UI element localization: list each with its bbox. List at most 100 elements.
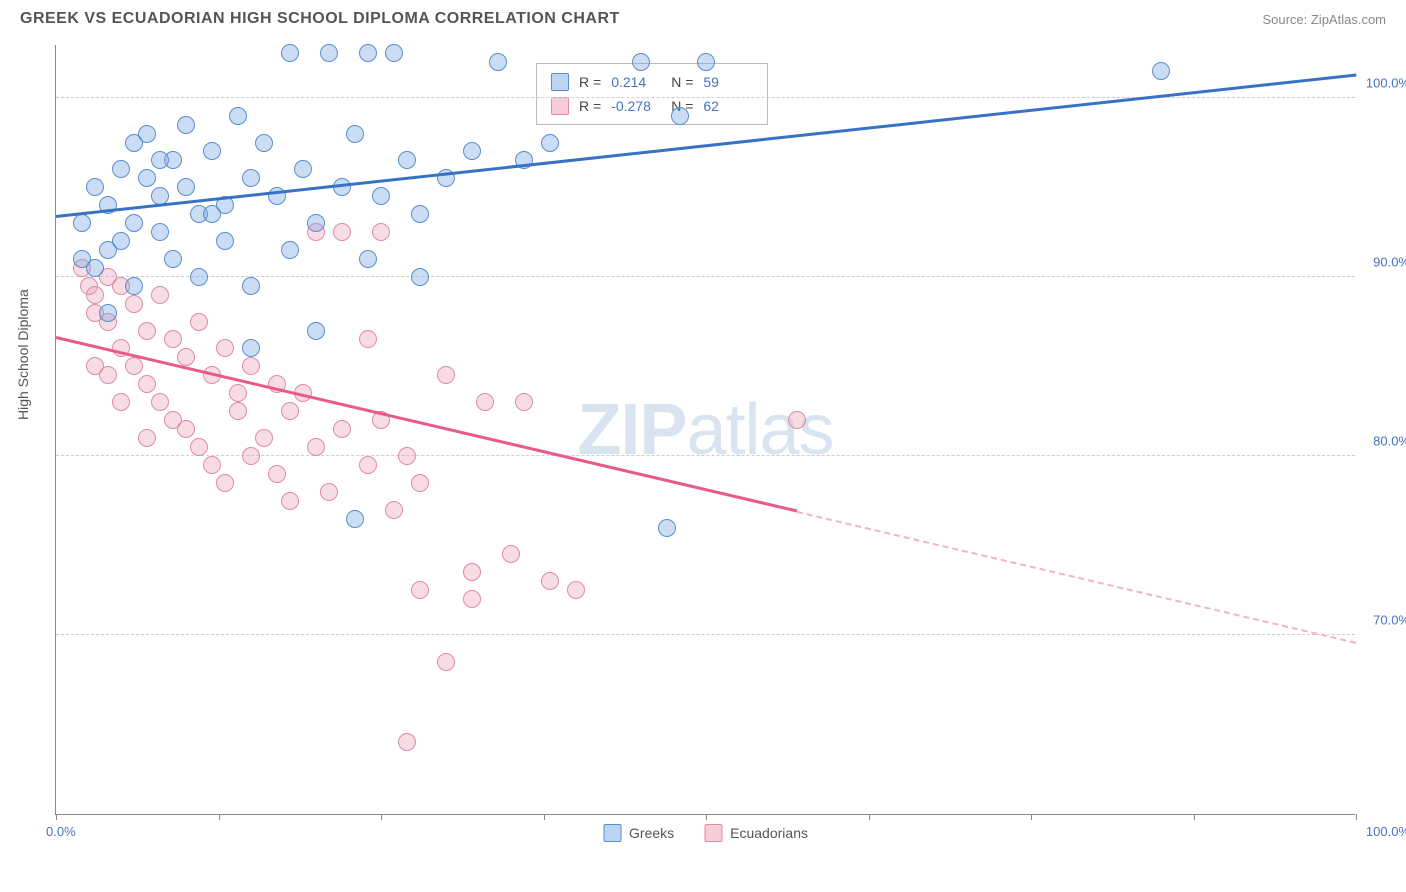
scatter-point-ecuadorians	[463, 563, 481, 581]
scatter-point-greeks	[320, 44, 338, 62]
scatter-point-ecuadorians	[788, 411, 806, 429]
x-tick	[706, 814, 707, 820]
scatter-point-ecuadorians	[255, 429, 273, 447]
scatter-point-ecuadorians	[541, 572, 559, 590]
scatter-point-greeks	[112, 160, 130, 178]
scatter-point-greeks	[372, 187, 390, 205]
y-tick-label: 90.0%	[1373, 254, 1406, 269]
scatter-point-greeks	[151, 223, 169, 241]
scatter-point-ecuadorians	[177, 420, 195, 438]
scatter-point-ecuadorians	[385, 501, 403, 519]
scatter-point-ecuadorians	[515, 393, 533, 411]
scatter-point-greeks	[229, 107, 247, 125]
legend-item-greeks: Greeks	[603, 824, 674, 842]
scatter-point-greeks	[385, 44, 403, 62]
scatter-point-greeks	[73, 250, 91, 268]
scatter-point-ecuadorians	[99, 366, 117, 384]
stat-R-greeks: 0.214	[611, 70, 661, 94]
x-tick	[381, 814, 382, 820]
stat-R-label: R =	[579, 70, 601, 94]
legend-swatch-greeks-icon	[603, 824, 621, 842]
scatter-point-greeks	[359, 44, 377, 62]
scatter-point-ecuadorians	[281, 492, 299, 510]
scatter-point-greeks	[242, 277, 260, 295]
scatter-point-ecuadorians	[86, 286, 104, 304]
swatch-ecuadorians-icon	[551, 97, 569, 115]
x-tick	[1194, 814, 1195, 820]
scatter-point-ecuadorians	[242, 447, 260, 465]
scatter-point-greeks	[398, 151, 416, 169]
legend-label-greeks: Greeks	[629, 825, 674, 841]
scatter-point-greeks	[307, 322, 325, 340]
x-tick	[544, 814, 545, 820]
scatter-chart: ZIPatlas R = 0.214 N = 59 R = -0.278 N =…	[55, 45, 1355, 815]
scatter-point-ecuadorians	[476, 393, 494, 411]
x-tick	[869, 814, 870, 820]
scatter-point-greeks	[138, 169, 156, 187]
x-axis-max-label: 100.0%	[1366, 824, 1406, 839]
scatter-point-ecuadorians	[411, 581, 429, 599]
regression-line-ecuadorians-extrapolated	[797, 511, 1356, 644]
scatter-point-ecuadorians	[398, 733, 416, 751]
x-tick	[1031, 814, 1032, 820]
scatter-point-greeks	[658, 519, 676, 537]
scatter-point-greeks	[242, 169, 260, 187]
scatter-point-ecuadorians	[320, 483, 338, 501]
scatter-point-greeks	[632, 53, 650, 71]
scatter-point-ecuadorians	[229, 402, 247, 420]
scatter-point-ecuadorians	[359, 456, 377, 474]
gridline	[56, 634, 1355, 635]
scatter-point-ecuadorians	[411, 474, 429, 492]
scatter-point-greeks	[151, 151, 169, 169]
scatter-point-ecuadorians	[372, 223, 390, 241]
y-axis-label: High School Diploma	[15, 289, 31, 420]
scatter-point-ecuadorians	[567, 581, 585, 599]
scatter-point-ecuadorians	[216, 474, 234, 492]
scatter-point-greeks	[346, 125, 364, 143]
scatter-point-greeks	[307, 214, 325, 232]
scatter-point-ecuadorians	[216, 339, 234, 357]
scatter-point-greeks	[463, 142, 481, 160]
scatter-point-greeks	[203, 142, 221, 160]
watermark: ZIPatlas	[577, 389, 833, 471]
x-tick	[219, 814, 220, 820]
scatter-point-ecuadorians	[138, 429, 156, 447]
scatter-point-greeks	[489, 53, 507, 71]
scatter-point-ecuadorians	[125, 357, 143, 375]
scatter-point-ecuadorians	[190, 438, 208, 456]
scatter-point-ecuadorians	[398, 447, 416, 465]
scatter-point-ecuadorians	[125, 295, 143, 313]
scatter-point-greeks	[125, 214, 143, 232]
scatter-point-ecuadorians	[307, 438, 325, 456]
scatter-point-ecuadorians	[177, 348, 195, 366]
scatter-point-greeks	[281, 241, 299, 259]
x-tick	[56, 814, 57, 820]
scatter-point-greeks	[541, 134, 559, 152]
legend-item-ecuadorians: Ecuadorians	[704, 824, 808, 842]
scatter-point-ecuadorians	[463, 590, 481, 608]
scatter-point-ecuadorians	[359, 330, 377, 348]
y-tick-label: 80.0%	[1373, 433, 1406, 448]
x-axis-min-label: 0.0%	[46, 824, 76, 839]
scatter-point-ecuadorians	[242, 357, 260, 375]
scatter-point-ecuadorians	[437, 366, 455, 384]
scatter-point-greeks	[411, 205, 429, 223]
scatter-point-ecuadorians	[203, 456, 221, 474]
scatter-point-ecuadorians	[333, 223, 351, 241]
scatter-point-greeks	[671, 107, 689, 125]
scatter-point-ecuadorians	[502, 545, 520, 563]
stats-box: R = 0.214 N = 59 R = -0.278 N = 62	[536, 63, 768, 125]
scatter-point-ecuadorians	[437, 653, 455, 671]
scatter-point-greeks	[1152, 62, 1170, 80]
y-tick-label: 100.0%	[1366, 75, 1406, 90]
scatter-point-greeks	[242, 339, 260, 357]
scatter-point-ecuadorians	[268, 465, 286, 483]
scatter-point-greeks	[73, 214, 91, 232]
scatter-point-ecuadorians	[229, 384, 247, 402]
stat-N-label: N =	[671, 70, 693, 94]
scatter-point-greeks	[86, 178, 104, 196]
scatter-point-greeks	[190, 268, 208, 286]
scatter-point-greeks	[411, 268, 429, 286]
scatter-point-greeks	[294, 160, 312, 178]
scatter-point-ecuadorians	[138, 322, 156, 340]
